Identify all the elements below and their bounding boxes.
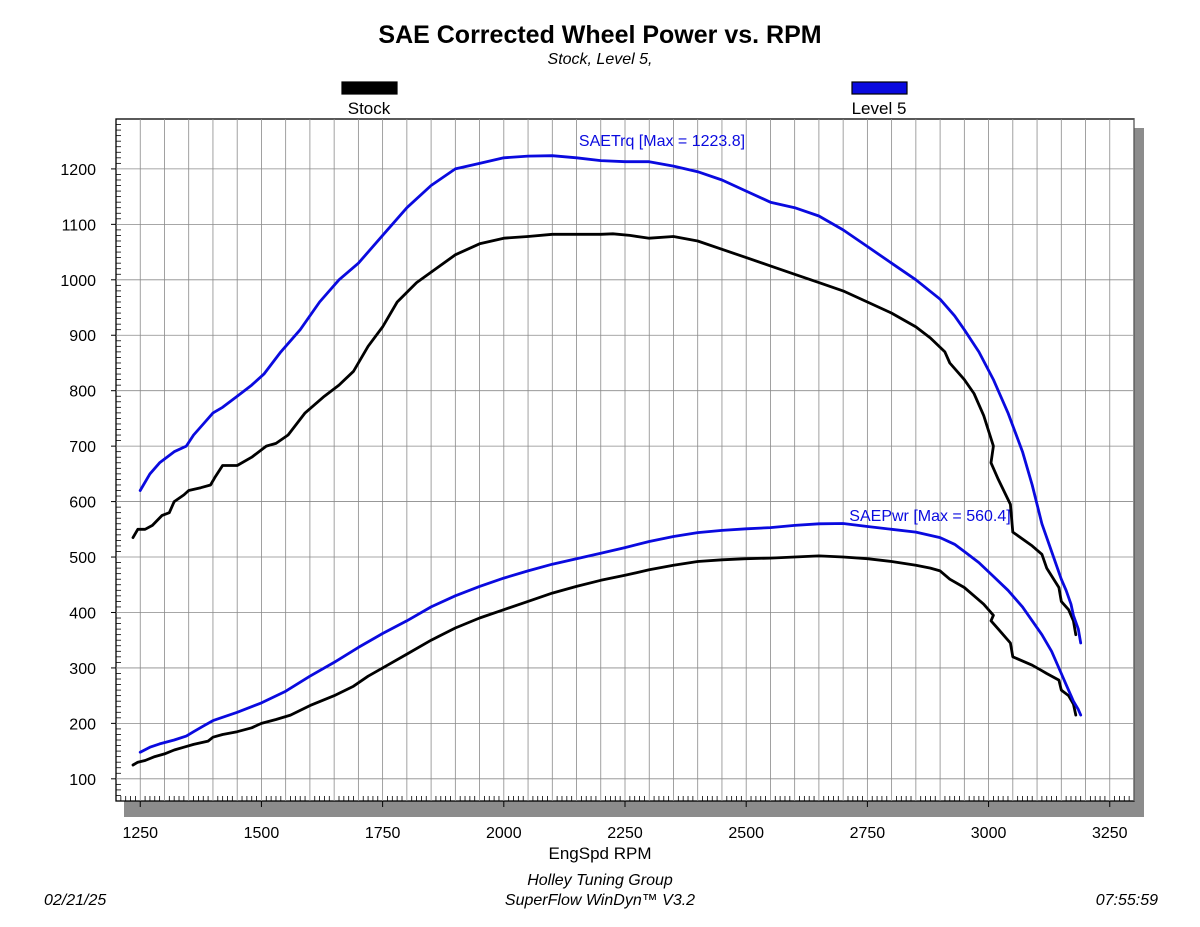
footer-software: SuperFlow WinDyn™ V3.2 [505,892,695,909]
y-tick-label: 300 [69,661,96,678]
y-tick-label: 600 [69,495,96,512]
power-max-annotation: SAEPwr [Max = 560.4] [849,508,1010,525]
x-tick-label: 1750 [365,825,401,842]
y-tick-label: 1000 [60,273,96,290]
legend: Stock Level 5 [341,81,908,118]
x-tick-label: 1500 [244,825,280,842]
y-tick-label: 100 [69,772,96,789]
y-tick-label: 1200 [60,162,96,179]
legend-label-level5: Level 5 [852,99,907,118]
y-tick-label: 900 [69,328,96,345]
x-tick-label: 3000 [971,825,1007,842]
grid [116,119,1135,801]
x-tick-label: 2000 [486,825,522,842]
series-line-level-5-saepwr [138,522,1083,754]
y-tick-label: 800 [69,384,96,401]
torque-max-annotation: SAETrq [Max = 1223.8] [579,133,745,150]
legend-swatch-stock [341,81,398,95]
y-tick-label: 1100 [62,217,97,234]
y-tick-label: 200 [69,716,96,733]
y-tick-label: 400 [69,605,96,622]
footer-company: Holley Tuning Group [527,872,673,889]
x-tick-label: 3250 [1092,825,1128,842]
x-tick-label: 2750 [850,825,886,842]
footer-time: 07:55:59 [1096,892,1158,909]
series-line-stock-saetrq [131,232,1078,637]
legend-swatch-level5 [851,81,908,95]
x-tick-label: 2500 [728,825,764,842]
axis-ticks: 100 200 300 400 500 600 700 800 900 1000 1100 1200 1… [60,124,1130,842]
series [131,154,1083,767]
x-tick-label: 1250 [122,825,158,842]
series-line-level-5-saetrq [138,154,1083,645]
x-tick-label: 2250 [607,825,643,842]
x-axis-label: EngSpd RPM [549,844,652,863]
series-line-stock-saepwr [131,554,1078,767]
legend-label-stock: Stock [348,99,391,118]
chart-subtitle: Stock, Level 5, [548,51,653,68]
y-tick-label: 700 [69,439,96,456]
y-tick-label: 500 [69,550,96,567]
footer-date: 02/21/25 [44,892,106,909]
chart-title: SAE Corrected Wheel Power vs. RPM [378,21,821,49]
